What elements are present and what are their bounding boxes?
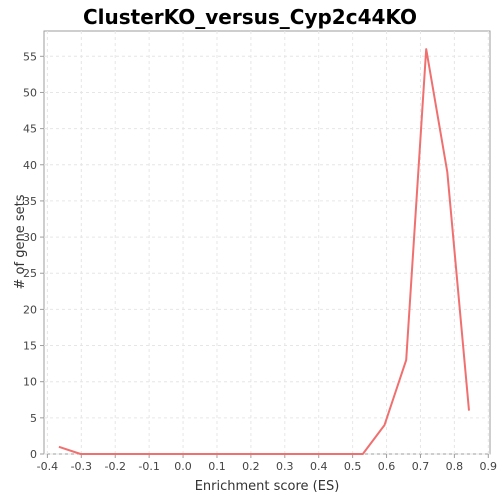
y-axis-label: # of gene sets bbox=[13, 194, 28, 289]
x-tick-label: 0.5 bbox=[344, 460, 362, 473]
axis-ticks bbox=[40, 55, 489, 458]
x-tick-label: 0.7 bbox=[412, 460, 430, 473]
y-tick-label: 20 bbox=[23, 303, 37, 316]
series-layer bbox=[58, 48, 470, 455]
grid-lines bbox=[44, 31, 490, 455]
y-tick-label: 55 bbox=[23, 50, 37, 63]
x-tick-label: -0.3 bbox=[71, 460, 92, 473]
y-tick-label: 5 bbox=[30, 412, 37, 425]
y-tick-label: 45 bbox=[23, 123, 37, 136]
y-tick-label: 10 bbox=[23, 376, 37, 389]
x-tick-label: 0.4 bbox=[310, 460, 328, 473]
y-tick-label: 30 bbox=[23, 231, 37, 244]
x-tick-label: -0.4 bbox=[37, 460, 58, 473]
x-tick-label: -0.2 bbox=[104, 460, 125, 473]
x-tick-label: 0.8 bbox=[446, 460, 464, 473]
x-tick-label: 0.3 bbox=[276, 460, 294, 473]
x-tick-label: 0.9 bbox=[480, 460, 498, 473]
y-tick-label: 15 bbox=[23, 340, 37, 353]
y-tick-label: 35 bbox=[23, 195, 37, 208]
x-tick-labels: -0.4 -0.3 -0.2 -0.1 0.0 0.1 0.2 0.3 0.4 0.5 0.6 0.7… bbox=[37, 460, 497, 473]
x-tick-label: 0.0 bbox=[174, 460, 192, 473]
x-tick-label: 0.6 bbox=[378, 460, 396, 473]
y-tick-label: 40 bbox=[23, 159, 37, 172]
x-tick-label: -0.1 bbox=[138, 460, 159, 473]
chart-title: ClusterKO_versus_Cyp2c44KO bbox=[83, 5, 417, 29]
y-tick-label: 0 bbox=[30, 448, 37, 461]
series-line bbox=[58, 48, 470, 455]
plot-area bbox=[43, 30, 491, 455]
y-tick-labels: 0 5 10 15 20 25 30 35 40 45 50 55 bbox=[23, 50, 37, 461]
x-tick-label: 0.1 bbox=[208, 460, 226, 473]
y-tick-label: 50 bbox=[23, 86, 37, 99]
x-tick-label: 0.2 bbox=[242, 460, 260, 473]
y-tick-label: 25 bbox=[23, 267, 37, 280]
x-axis-label: Enrichment score (ES) bbox=[195, 479, 340, 494]
